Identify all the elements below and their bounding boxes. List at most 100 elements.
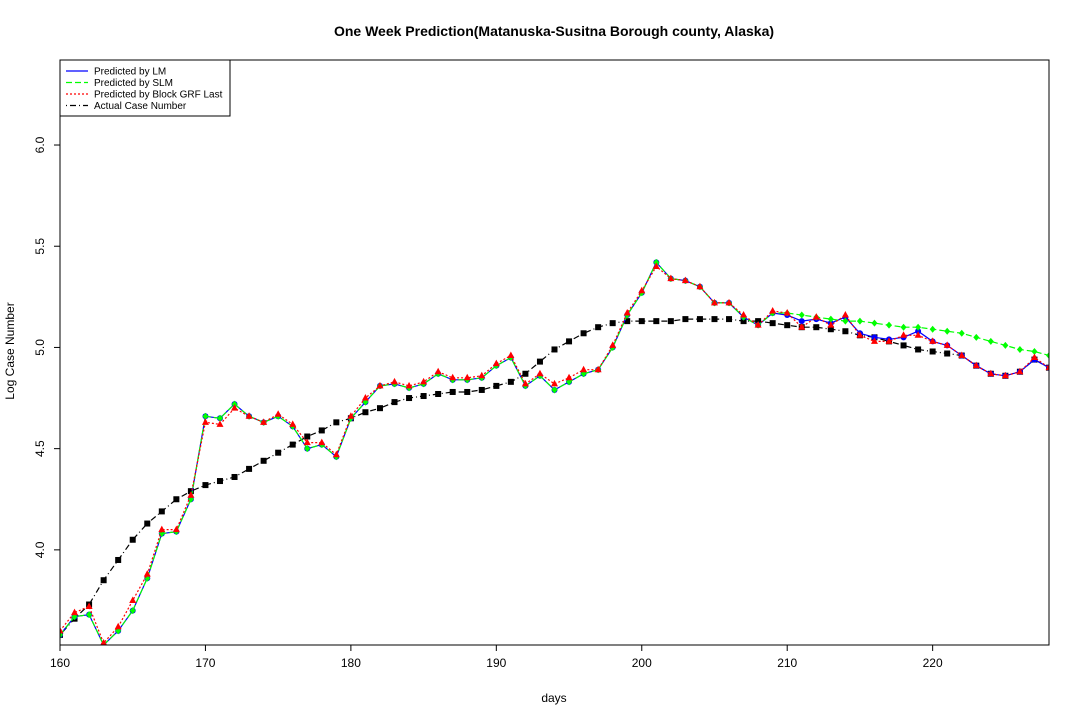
data-point	[478, 386, 485, 393]
data-point	[100, 577, 107, 584]
legend-label: Predicted by Block GRF Last	[94, 90, 223, 101]
legend-label: Predicted by SLM	[94, 78, 173, 89]
data-point	[987, 369, 995, 377]
data-point	[202, 482, 209, 489]
data-point	[595, 324, 602, 331]
x-tick-label: 170	[195, 656, 215, 670]
series-actual-case-number	[60, 316, 1049, 638]
data-point	[667, 318, 674, 325]
data-point	[726, 316, 733, 323]
y-tick-label: 4.5	[33, 440, 47, 457]
data-point	[769, 307, 777, 314]
data-point	[972, 361, 980, 369]
data-point	[798, 323, 806, 330]
series-line	[60, 261, 1049, 645]
data-point	[900, 323, 907, 331]
data-point	[929, 348, 936, 355]
data-point	[1001, 371, 1009, 379]
data-point	[318, 427, 325, 434]
data-point	[929, 337, 937, 344]
legend-box	[59, 59, 231, 117]
data-point	[304, 445, 311, 453]
data-point	[60, 626, 64, 634]
x-tick-label: 210	[777, 656, 797, 670]
data-point	[449, 388, 456, 395]
data-point	[507, 351, 515, 359]
data-point	[624, 318, 631, 325]
data-point	[784, 322, 791, 329]
data-point	[856, 331, 864, 338]
data-point	[813, 324, 820, 331]
y-tick-label: 4.0	[33, 541, 47, 558]
data-point	[886, 321, 893, 329]
data-point	[551, 386, 558, 394]
data-point	[652, 262, 660, 269]
x-axis-label: days	[541, 691, 566, 705]
data-point	[842, 328, 849, 335]
data-point	[289, 441, 296, 448]
data-point	[783, 309, 791, 316]
data-point	[231, 400, 238, 408]
data-point	[216, 420, 224, 427]
data-point	[943, 341, 951, 348]
data-point	[754, 321, 762, 328]
data-point	[71, 608, 79, 616]
data-point	[143, 570, 151, 577]
data-point	[435, 390, 442, 397]
data-point	[536, 369, 544, 377]
series-line	[60, 265, 1049, 645]
data-point	[492, 359, 500, 367]
x-tick-label: 180	[341, 656, 361, 670]
data-point	[361, 394, 369, 401]
data-point	[915, 323, 922, 331]
data-point	[827, 326, 834, 333]
data-point	[769, 320, 776, 327]
x-tick-label: 200	[632, 656, 652, 670]
data-point	[493, 382, 500, 389]
plot-area	[60, 258, 1049, 645]
data-point	[929, 325, 936, 333]
data-point	[755, 318, 762, 325]
data-point	[900, 342, 907, 349]
data-point	[871, 319, 878, 327]
data-point	[623, 309, 631, 316]
data-point	[391, 377, 399, 385]
data-point	[478, 371, 486, 379]
axes: 160 170 180 190 200 210 220 4.0 4.5 5.0 5.5 6.0	[33, 59, 1050, 670]
data-point	[1030, 353, 1038, 361]
data-point	[551, 379, 558, 387]
data-point	[216, 478, 223, 485]
data-point	[856, 317, 863, 325]
data-point	[115, 556, 122, 563]
data-point	[275, 449, 282, 456]
data-point	[1031, 347, 1038, 355]
data-point	[187, 488, 194, 495]
data-point	[158, 525, 166, 533]
data-point	[870, 337, 878, 344]
data-point	[391, 399, 398, 406]
legend-label: Actual Case Number	[94, 101, 187, 112]
data-point	[842, 317, 849, 325]
data-point	[144, 520, 151, 527]
data-point	[521, 379, 529, 387]
data-point	[885, 337, 893, 344]
data-point	[420, 377, 428, 385]
data-point	[580, 330, 587, 337]
data-point	[289, 420, 297, 427]
data-point	[1016, 345, 1023, 353]
data-point	[172, 525, 180, 533]
data-point	[798, 311, 805, 319]
data-point	[406, 395, 413, 402]
data-point	[231, 473, 238, 480]
data-point	[1045, 363, 1049, 371]
data-point	[304, 433, 311, 440]
data-point	[347, 412, 355, 419]
chart-title: One Week Prediction(Matanuska-Susitna Bo…	[334, 23, 774, 39]
data-point	[638, 318, 645, 325]
data-point	[114, 622, 122, 630]
series-line	[60, 318, 1049, 636]
data-point	[100, 638, 107, 645]
data-point	[246, 465, 253, 472]
data-point	[667, 274, 675, 282]
